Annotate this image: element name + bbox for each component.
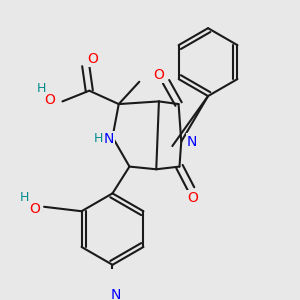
Text: O: O: [30, 202, 40, 216]
Text: N: N: [111, 288, 121, 300]
Text: H: H: [36, 82, 46, 95]
Text: O: O: [87, 52, 98, 65]
Text: O: O: [44, 93, 56, 106]
Text: O: O: [188, 191, 198, 205]
Text: N: N: [187, 135, 197, 148]
Text: H: H: [94, 132, 103, 146]
Text: O: O: [154, 68, 164, 82]
Text: N: N: [104, 132, 114, 146]
Text: H: H: [20, 191, 29, 204]
